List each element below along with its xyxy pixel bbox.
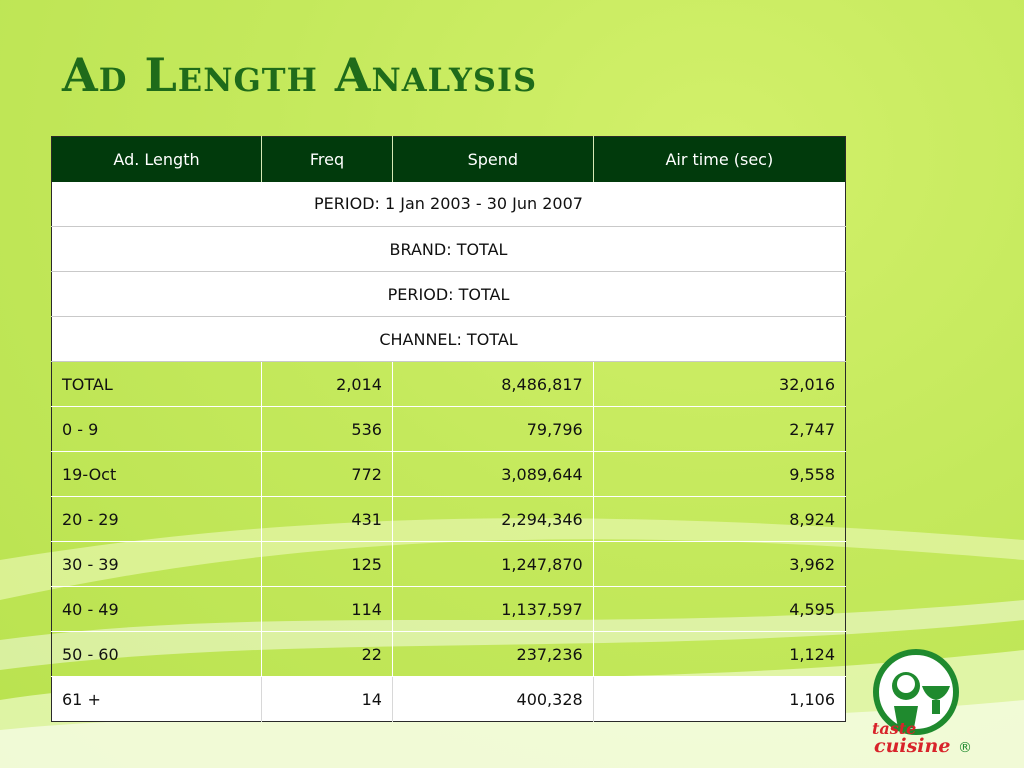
table-cell: 2,294,346 [391, 496, 594, 542]
table-cell: 32,016 [592, 361, 846, 407]
table-cell: 9,558 [592, 451, 846, 497]
taste-cuisine-logo: taste cuisine ® [872, 649, 972, 757]
table-cell: 1,124 [592, 631, 846, 677]
table-cell: 1,106 [592, 676, 846, 722]
page-title: Ad Length Analysis [62, 48, 538, 102]
table-cell: 30 - 39 [51, 541, 262, 587]
table-cell: 536 [261, 406, 393, 452]
table-meta-row: PERIOD: TOTAL [51, 271, 846, 317]
table-cell: 1,137,597 [391, 586, 594, 632]
table-cell: 40 - 49 [51, 586, 262, 632]
table-cell: 4,595 [592, 586, 846, 632]
table-meta-cell: PERIOD: 1 Jan 2003 - 30 Jun 2007 [51, 181, 846, 227]
logo-text-top: taste [872, 719, 916, 738]
table-cell: 50 - 60 [51, 631, 262, 677]
table-cell: 0 - 9 [51, 406, 262, 452]
table-row: 50 - 60 22 237,236 1,124 [51, 631, 846, 677]
ad-length-table: PERIOD: 1 Jan 2003 - 30 Jun 2007 BRAND: T… [51, 136, 846, 722]
table-cell: 125 [261, 541, 393, 587]
table-cell: 61 + [51, 676, 262, 722]
table-cell: 237,236 [391, 631, 594, 677]
table-meta-cell: PERIOD: TOTAL [51, 271, 846, 317]
table-meta-row: CHANNEL: TOTAL [51, 316, 846, 362]
table-row: 40 - 49 114 1,137,597 4,595 [51, 586, 846, 632]
table-cell: 1,247,870 [391, 541, 594, 587]
table-cell: 3,089,644 [391, 451, 594, 497]
table-cell: TOTAL [51, 361, 262, 407]
table-meta-cell: CHANNEL: TOTAL [51, 316, 846, 362]
table-cell: 2,747 [592, 406, 846, 452]
table-cell: 14 [261, 676, 393, 722]
table-row: TOTAL 2,014 8,486,817 32,016 [51, 361, 846, 407]
column-header-freq: Freq [261, 136, 393, 182]
table-cell: 8,924 [592, 496, 846, 542]
table-cell: 22 [261, 631, 393, 677]
column-header-spend: Spend [391, 136, 594, 182]
logo-text-bottom: cuisine [874, 735, 950, 757]
table-cell: 20 - 29 [51, 496, 262, 542]
column-header-air-time: Air time (sec) [592, 136, 846, 182]
registered-mark: ® [958, 740, 972, 756]
table-cell: 2,014 [261, 361, 393, 407]
table-cell: 431 [261, 496, 393, 542]
table-cell: 3,962 [592, 541, 846, 587]
table-cell: 400,328 [391, 676, 594, 722]
table-row: 19-Oct 772 3,089,644 9,558 [51, 451, 846, 497]
table-cell: 772 [261, 451, 393, 497]
table-row: 0 - 9 536 79,796 2,747 [51, 406, 846, 452]
table-row: 61 +14 400,328 1,106 [51, 676, 846, 722]
table-row: 20 - 29 431 2,294,346 8,924 [51, 496, 846, 542]
table-header-row: Ad. Length Freq Spend Air time (sec) [51, 136, 846, 182]
table-meta-row: BRAND: TOTAL [51, 226, 846, 272]
table-meta-cell: BRAND: TOTAL [51, 226, 846, 272]
table-cell: 79,796 [391, 406, 594, 452]
table-cell: 8,486,817 [391, 361, 594, 407]
table-row: 30 - 39 125 1,247,870 3,962 [51, 541, 846, 587]
column-header-ad-length: Ad. Length [51, 136, 262, 182]
table-meta-row: PERIOD: 1 Jan 2003 - 30 Jun 2007 [51, 181, 846, 227]
table-cell: 114 [261, 586, 393, 632]
table-cell: 19-Oct [51, 451, 262, 497]
